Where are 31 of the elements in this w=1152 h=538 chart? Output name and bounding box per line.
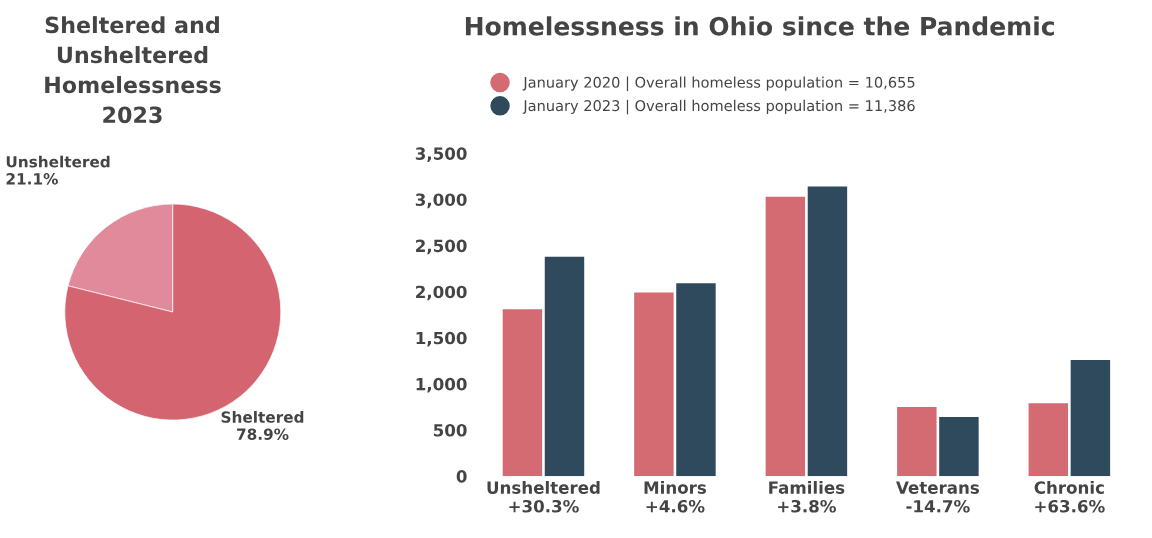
y-tick-label: 3,500 (415, 147, 467, 163)
x-tick-label: Families +3.8% (769, 480, 845, 513)
y-tick-label: 2,000 (416, 285, 467, 301)
data-label: 78.9% (237, 428, 289, 440)
y-tick-label: 2,500 (416, 239, 467, 255)
data-label: 21.1% (6, 173, 58, 185)
x-tick-label: Unsheltered +30.3% (487, 480, 600, 513)
bar (1070, 359, 1111, 477)
y-tick-label: 1,000 (416, 377, 467, 393)
bar (676, 283, 716, 477)
y-tick-label: 3,000 (415, 193, 467, 209)
bar (544, 256, 585, 477)
slice-label: Unsheltered (6, 155, 110, 168)
x-tick-label: Chronic +63.6% (1034, 480, 1105, 513)
legend-label: January 2020 | Overall homeless population = 10,655 (522, 76, 915, 92)
bar (634, 292, 674, 477)
bar (939, 417, 979, 477)
chart-title: Homelessness in Ohio since the Pandemic (465, 16, 1054, 36)
bar (765, 196, 806, 477)
bar (1028, 403, 1069, 477)
y-tick-label: 500 (433, 423, 467, 437)
bar (897, 406, 937, 477)
legend-label: January 2023 | Overall homeless population = 11,386 (522, 99, 915, 115)
y-tick-label: 1,500 (416, 331, 467, 347)
slice-label: Sheltered (221, 411, 304, 423)
y-tick-label: 0 (456, 470, 467, 483)
x-tick-label: Veterans -14.7% (896, 481, 979, 513)
bar (502, 309, 543, 477)
bar (807, 186, 848, 477)
chart-title: Sheltered and Unsheltered Homelessness 2023 (45, 16, 221, 124)
x-tick-label: Minors +4.6% (644, 480, 707, 513)
